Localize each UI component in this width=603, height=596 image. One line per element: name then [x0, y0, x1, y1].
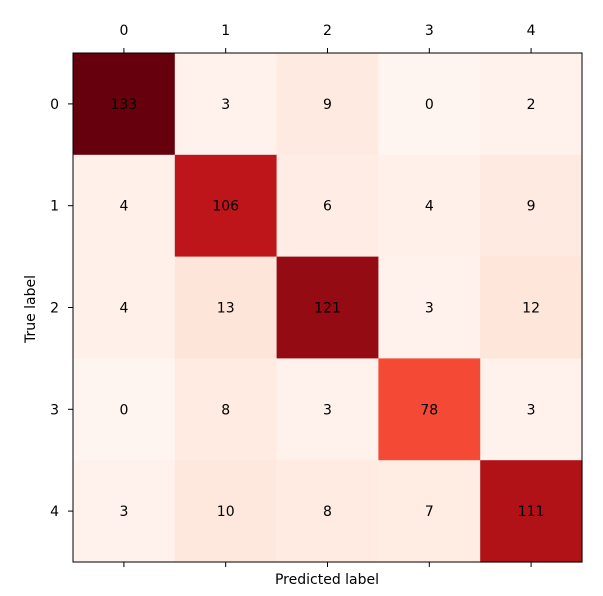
heatmap-cell-r0-c0: [73, 53, 176, 156]
y-tick-label-0: 0: [50, 97, 59, 113]
heatmap-cell-r0-c4: [480, 53, 583, 156]
cell-value-r0-c1: 3: [221, 97, 230, 113]
heatmap-cell-r3-c3: [378, 358, 481, 461]
heatmap-cell-r2-c2: [276, 256, 379, 359]
heatmap-cell-r4-c1: [174, 460, 278, 563]
heatmap-cell-r4-c0: [73, 460, 176, 563]
heatmap-cell-r1-c3: [378, 154, 481, 258]
y-axis-ticks: 0 1 2 3 4: [50, 97, 73, 520]
cell-value-r3-c2: 3: [323, 402, 332, 418]
cell-value-r3-c1: 8: [221, 402, 230, 418]
heatmap-cell-r2-c4: [480, 256, 583, 359]
heatmap-cell-r3-c4: [480, 358, 583, 461]
heatmap-cell-r1-c0: [73, 154, 176, 258]
y-tick-label-3: 3: [50, 402, 59, 418]
x-tick-label-4: 4: [527, 23, 536, 39]
cell-value-r4-c3: 7: [425, 504, 434, 520]
cell-value-r1-c3: 4: [425, 199, 434, 215]
heatmap-cell-r3-c1: [174, 358, 278, 461]
heatmap-cell-r4-c3: [378, 460, 481, 563]
heatmap-cell-r1-c4: [480, 154, 583, 258]
heatmap-cell-r0-c3: [378, 53, 481, 156]
cell-value-r2-c1: 13: [217, 301, 235, 317]
heatmap-cell-r3-c2: [276, 358, 379, 461]
cell-value-r2-c4: 12: [522, 301, 540, 317]
x-axis-title: Predicted label: [275, 572, 379, 588]
cell-value-r3-c3: 78: [420, 402, 438, 418]
cell-value-r2-c3: 3: [425, 301, 434, 317]
heatmap-cell-r3-c0: [73, 358, 176, 461]
cell-value-r4-c0: 3: [119, 504, 128, 520]
heatmap-cell-r0-c1: [174, 53, 278, 156]
cell-value-r1-c2: 6: [323, 199, 332, 215]
cell-value-r2-c0: 4: [119, 301, 128, 317]
cell-value-r0-c4: 2: [527, 97, 536, 113]
heatmap-cell-labels: 133 3 9 0 2 4 106 6 4 9 4 13 121 3 12 0 8 3 78 3 3 10 8 7 111: [111, 97, 545, 520]
cell-value-r4-c4: 111: [518, 504, 545, 520]
y-axis-title: True label: [23, 275, 39, 344]
cell-value-r3-c4: 3: [527, 402, 536, 418]
heatmap-cell-r1-c1: [174, 154, 278, 258]
cell-value-r1-c0: 4: [119, 199, 128, 215]
heatmap-cell-r2-c0: [73, 256, 176, 359]
x-tick-label-2: 2: [323, 23, 332, 39]
cell-value-r0-c3: 0: [425, 97, 434, 113]
heatmap-cell-r4-c4: [480, 460, 583, 563]
heatmap-cell-r1-c2: [276, 154, 379, 258]
cell-value-r1-c4: 9: [527, 199, 536, 215]
cell-value-r0-c2: 9: [323, 97, 332, 113]
cell-value-r2-c2: 121: [314, 301, 341, 317]
cell-value-r4-c1: 10: [217, 504, 235, 520]
x-axis-ticks: 0 1 2 3 4: [119, 23, 536, 567]
x-tick-label-3: 3: [425, 23, 434, 39]
x-tick-label-0: 0: [119, 23, 128, 39]
heatmap-cell-r0-c2: [276, 53, 379, 156]
y-tick-label-4: 4: [50, 504, 59, 520]
y-tick-label-1: 1: [50, 199, 59, 215]
heatmap-cells: [73, 53, 583, 563]
cell-value-r1-c1: 106: [212, 199, 239, 215]
cell-value-r3-c0: 0: [119, 402, 128, 418]
y-tick-label-2: 2: [50, 301, 59, 317]
heatmap-cell-r4-c2: [276, 460, 379, 563]
heatmap-cell-r2-c3: [378, 256, 481, 359]
cell-value-r4-c2: 8: [323, 504, 332, 520]
x-tick-label-1: 1: [221, 23, 230, 39]
cell-value-r0-c0: 133: [111, 97, 138, 113]
heatmap-cell-r2-c1: [174, 256, 278, 359]
